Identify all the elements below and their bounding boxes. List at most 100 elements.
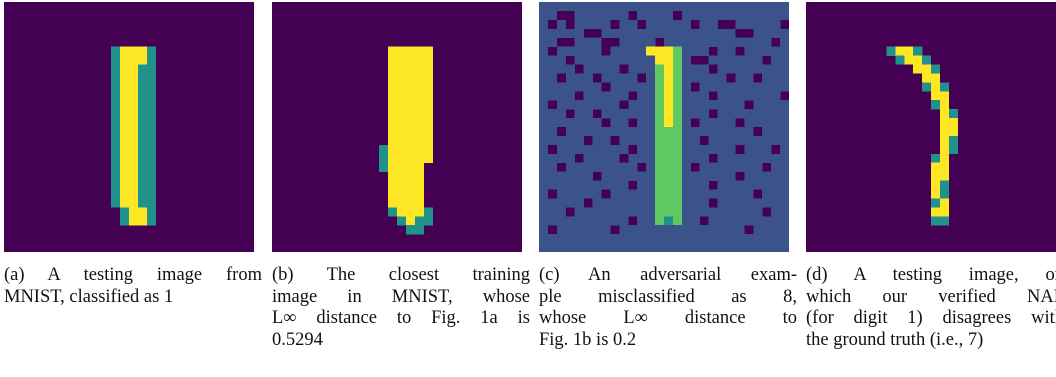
pixel xyxy=(111,91,121,101)
pixel xyxy=(414,225,424,235)
pixel xyxy=(681,162,691,172)
pixel xyxy=(717,127,727,137)
pixel xyxy=(637,100,647,110)
pixel xyxy=(423,118,433,128)
pixel xyxy=(592,189,602,199)
pixel xyxy=(931,153,941,163)
pixel xyxy=(574,73,584,83)
pixel xyxy=(388,198,398,208)
pixel xyxy=(423,207,433,217)
pixel xyxy=(744,82,754,92)
pixel xyxy=(771,55,781,65)
pixel xyxy=(547,207,558,217)
pixel xyxy=(672,144,683,154)
pixel xyxy=(388,109,398,119)
pixel xyxy=(129,135,139,146)
pixel xyxy=(753,2,763,12)
pixel xyxy=(111,109,121,119)
pixel xyxy=(672,82,683,92)
pixel xyxy=(735,189,745,199)
pixel xyxy=(556,118,566,128)
pixel xyxy=(388,144,398,154)
pixel xyxy=(414,55,424,65)
pixel xyxy=(637,118,647,128)
pixel xyxy=(405,73,416,83)
pixel xyxy=(137,216,148,226)
pixel xyxy=(388,46,398,56)
pixel xyxy=(672,73,683,83)
pixel xyxy=(726,207,736,217)
pixel xyxy=(556,28,566,38)
pixel xyxy=(771,243,781,252)
pixel xyxy=(708,127,718,137)
pixel xyxy=(780,207,789,217)
pixel xyxy=(547,2,558,12)
pixel xyxy=(708,100,718,110)
pixel xyxy=(574,243,584,252)
pixel xyxy=(601,127,611,137)
pixel xyxy=(681,46,691,56)
pixel xyxy=(146,180,156,190)
pixel xyxy=(708,10,718,21)
pixel xyxy=(619,2,629,12)
pixel xyxy=(753,153,763,163)
pixel xyxy=(664,127,674,137)
pixel xyxy=(574,162,584,172)
pixel xyxy=(129,216,139,226)
pixel xyxy=(619,162,629,172)
pixel xyxy=(771,82,781,92)
pixel xyxy=(565,189,575,199)
pixel xyxy=(726,55,736,65)
pixel xyxy=(556,135,566,146)
pixel xyxy=(753,100,763,110)
pixel xyxy=(744,91,754,101)
pixel xyxy=(574,207,584,217)
pixel xyxy=(592,82,602,92)
pixel xyxy=(672,207,683,217)
pixel xyxy=(726,198,736,208)
pixel xyxy=(137,55,148,65)
pixel xyxy=(735,198,745,208)
pixel xyxy=(388,207,398,217)
pixel xyxy=(664,198,674,208)
pixel xyxy=(637,64,647,74)
pixel xyxy=(762,10,772,21)
pixel xyxy=(664,19,674,29)
pixel xyxy=(610,180,620,190)
pixel xyxy=(628,135,638,146)
pixel xyxy=(771,225,781,235)
pixel xyxy=(646,189,656,199)
pixel xyxy=(717,162,727,172)
pixel xyxy=(681,225,691,235)
pixel xyxy=(601,91,611,101)
pixel xyxy=(735,127,745,137)
pixel xyxy=(655,100,665,110)
pixel xyxy=(619,118,629,128)
pixel xyxy=(592,234,602,244)
pixel xyxy=(735,91,745,101)
pixel xyxy=(397,180,407,190)
pixel xyxy=(539,46,549,56)
pixel xyxy=(735,100,745,110)
pixel xyxy=(120,127,130,137)
pixel xyxy=(681,19,691,29)
pixel xyxy=(592,207,602,217)
pixel xyxy=(939,82,950,92)
pixel xyxy=(655,171,665,181)
caption-b-line-4: 0.5294 xyxy=(272,329,323,350)
pixel xyxy=(780,153,789,163)
pixel xyxy=(762,171,772,181)
pixel xyxy=(771,162,781,172)
pixel xyxy=(664,100,674,110)
pixel xyxy=(931,216,941,226)
pixel xyxy=(583,37,593,47)
pixel xyxy=(672,225,683,235)
pixel xyxy=(655,64,665,74)
pixel xyxy=(655,180,665,190)
pixel xyxy=(397,144,407,154)
pixel xyxy=(699,162,709,172)
pixel xyxy=(129,127,139,137)
pixel xyxy=(690,46,700,56)
pixel xyxy=(583,171,593,181)
pixel xyxy=(699,234,709,244)
